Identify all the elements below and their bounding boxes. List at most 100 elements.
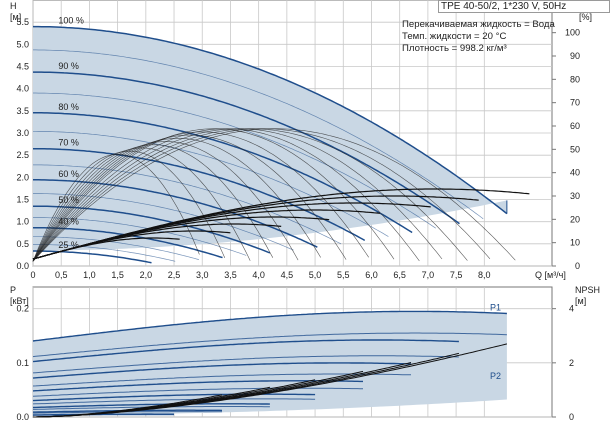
speed-label: 100 % xyxy=(58,16,84,26)
x-tick-label: 5,0 xyxy=(309,270,322,280)
speed-label: 50 % xyxy=(58,195,79,205)
eta-tick-label: 60 xyxy=(570,121,580,131)
p2-curve xyxy=(32,387,363,397)
y-tick-label: 5.0 xyxy=(16,39,29,49)
speed-label: 60 % xyxy=(58,169,79,179)
speed-curve xyxy=(33,250,152,264)
liquid-temp: Темп. жидкости = 20 °C xyxy=(402,31,507,42)
eta-curve xyxy=(32,134,347,262)
p1-curve xyxy=(32,393,316,402)
eta-tick-label: 70 xyxy=(570,98,580,108)
power-tick-label: 0.2 xyxy=(16,304,29,314)
eta-curve xyxy=(32,144,274,262)
eta-tick-label: 50 xyxy=(570,144,580,154)
p2-curve xyxy=(32,414,174,416)
speed-curve-minor xyxy=(33,92,436,229)
npsh-axis-label: NPSH xyxy=(575,285,600,295)
speed-label: 80 % xyxy=(58,102,79,112)
speed-curve-minor xyxy=(33,49,484,220)
y-tick-label: 2.0 xyxy=(16,172,29,182)
x-tick-label: 0 xyxy=(30,270,35,280)
p1-label: P1 xyxy=(490,302,501,312)
x-tick-label: 3,5 xyxy=(224,270,237,280)
eta-axis-unit: [%] xyxy=(579,12,592,22)
power-tick-label: 0.0 xyxy=(16,412,29,422)
speed-label: 25 % xyxy=(58,240,79,250)
x-tick-label: 2,0 xyxy=(140,270,153,280)
speed-curve xyxy=(33,25,508,215)
speed-curve-minor xyxy=(33,164,342,245)
p1-curve xyxy=(32,339,459,363)
p2-curve xyxy=(32,332,507,358)
x-tick-label: 8,0 xyxy=(478,270,491,280)
eta-tick-label: 90 xyxy=(570,51,580,61)
eta-curve xyxy=(32,128,395,262)
flow-axis-label: Q [м³/ч] xyxy=(535,270,566,280)
x-tick-label: 1,0 xyxy=(83,270,96,280)
eta-curve xyxy=(32,128,443,262)
power-area xyxy=(33,311,507,415)
y-tick-label: 4.0 xyxy=(16,84,29,94)
x-tick-label: 7,0 xyxy=(422,270,435,280)
npsh-curve xyxy=(33,343,508,418)
operating-area xyxy=(33,26,507,251)
eta-curve xyxy=(32,128,468,262)
x-tick-label: 5,5 xyxy=(337,270,350,280)
p2-label: P2 xyxy=(490,371,501,381)
eta-curve xyxy=(32,128,516,262)
speed-curve-minor xyxy=(33,244,176,262)
x-tick-label: 6,0 xyxy=(365,270,378,280)
npsh-tick-label: 2 xyxy=(569,358,574,368)
eta-curve xyxy=(32,128,420,262)
p2-curve xyxy=(32,373,411,387)
npsh-tick-label: 0 xyxy=(569,412,574,422)
y-tick-label: 1.0 xyxy=(16,217,29,227)
y-tick-label: 0.5 xyxy=(16,239,29,249)
p1-curve xyxy=(32,403,270,409)
eta-curve xyxy=(32,138,321,262)
y-tick-label: 3.0 xyxy=(16,128,29,138)
power-tick-label: 0.1 xyxy=(16,358,29,368)
x-tick-label: 7,5 xyxy=(450,270,463,280)
head-axis-unit: [м] xyxy=(10,12,21,22)
pump-title: TPE 40-50/2, 1*230 V, 50Hz xyxy=(438,0,610,13)
eta-curve xyxy=(32,147,251,262)
speed-curve xyxy=(33,205,271,254)
eta-curve xyxy=(32,131,369,262)
x-tick-label: 4,5 xyxy=(281,270,294,280)
eta-tick-label: 0 xyxy=(575,261,580,271)
speed-label: 70 % xyxy=(58,138,79,148)
p2-curve xyxy=(32,355,459,374)
speed-curve-minor xyxy=(33,236,199,260)
power-axis-label: P xyxy=(10,285,16,295)
speed-curve xyxy=(33,71,460,225)
eta-tick-label: 100 xyxy=(565,28,580,38)
y-tick-label: 2.5 xyxy=(16,150,29,160)
x-tick-label: 6,5 xyxy=(393,270,406,280)
liquid-name: Перекачиваемая жидкость = Вода xyxy=(402,19,555,30)
y-tick-label: 3.5 xyxy=(16,106,29,116)
eta-tick-label: 40 xyxy=(570,168,580,178)
y-tick-label: 1.5 xyxy=(16,195,29,205)
eta-tick-label: 10 xyxy=(570,238,580,248)
y-tick-label: 0.0 xyxy=(16,261,29,271)
eta-tick-label: 30 xyxy=(570,191,580,201)
liquid-density: Плотность = 998.2 кг/м³ xyxy=(402,43,507,54)
x-tick-label: 3,0 xyxy=(196,270,209,280)
x-tick-label: 1,5 xyxy=(111,270,124,280)
eta-tick-label: 20 xyxy=(570,214,580,224)
x-tick-label: 4,0 xyxy=(252,270,265,280)
npsh-tick-label: 4 xyxy=(569,304,574,314)
x-tick-label: 2,5 xyxy=(168,270,181,280)
npsh-axis-unit: [м] xyxy=(575,296,586,306)
y-tick-label: 4.5 xyxy=(16,62,29,72)
y-tick-label: 5.5 xyxy=(16,17,29,27)
liquid-info: Перекачиваемая жидкость = Вода Темп. жид… xyxy=(402,19,555,55)
eta-curve xyxy=(32,128,491,262)
eta-tick-label: 80 xyxy=(570,74,580,84)
head-axis-label: H xyxy=(10,1,17,11)
p1-curve xyxy=(32,310,507,342)
speed-label: 90 % xyxy=(58,61,79,71)
speed-curve-minor xyxy=(33,217,247,256)
